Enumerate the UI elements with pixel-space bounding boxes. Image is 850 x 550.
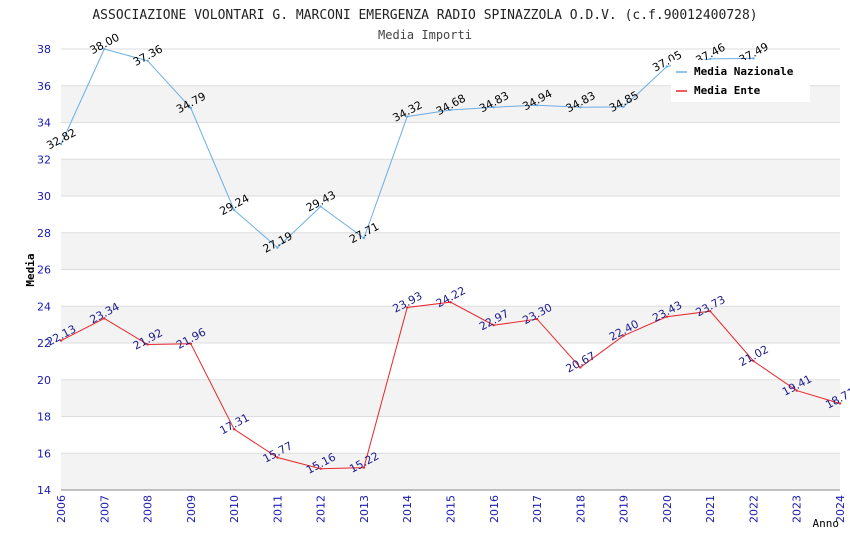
data-point-media-nazionale — [492, 106, 495, 109]
data-point-media-ente — [838, 402, 842, 405]
data-point-media-nazionale — [319, 205, 322, 208]
data-point-media-nazionale — [579, 106, 582, 109]
y-tick-label: 30 — [37, 190, 51, 203]
y-tick-label: 26 — [37, 264, 51, 277]
grid-band — [61, 343, 840, 380]
y-tick-label: 24 — [37, 300, 51, 313]
x-tick-label: 2016 — [488, 495, 501, 523]
data-point-media-ente — [189, 342, 193, 345]
y-tick-label: 20 — [37, 374, 51, 387]
data-point-media-nazionale — [665, 65, 669, 68]
x-tick-label: 2009 — [185, 495, 198, 523]
legend: Media Nazionale Media Ente — [671, 60, 810, 102]
data-point-media-nazionale — [189, 106, 193, 110]
x-tick-label: 2024 — [834, 495, 847, 523]
data-point-media-nazionale — [622, 105, 625, 109]
data-point-media-ente — [795, 389, 798, 392]
chart-title: ASSOCIAZIONE VOLONTARI G. MARCONI EMERGE… — [92, 8, 757, 23]
x-tick-label: 2013 — [358, 495, 371, 523]
data-point-media-ente — [146, 343, 149, 346]
legend-label-media-nazionale: Media Nazionale — [694, 65, 794, 78]
data-point-media-ente — [319, 467, 322, 470]
grid-band — [61, 232, 840, 270]
data-point-media-ente — [579, 366, 582, 369]
x-tick-label: 2022 — [747, 495, 760, 523]
legend-box — [671, 60, 810, 102]
x-tick-label: 2021 — [704, 495, 717, 523]
data-point-media-nazionale — [146, 59, 149, 62]
y-tick-label: 32 — [37, 153, 51, 166]
data-point-media-nazionale — [59, 142, 63, 146]
data-point-media-nazionale — [276, 246, 279, 249]
data-point-media-ente — [752, 359, 755, 363]
y-tick-label: 34 — [37, 117, 51, 130]
y-tick-label: 16 — [37, 447, 51, 460]
y-tick-label: 36 — [37, 80, 51, 93]
x-tick-label: 2023 — [791, 495, 804, 523]
data-point-media-ente — [708, 310, 712, 313]
x-tick-label: 2007 — [98, 495, 111, 523]
data-point-media-ente — [59, 339, 63, 342]
data-point-media-ente — [449, 301, 452, 304]
grid-band — [61, 196, 840, 233]
data-point-media-ente — [622, 334, 625, 337]
grid-bands — [61, 49, 840, 490]
legend-label-media-ente: Media Ente — [694, 84, 761, 97]
x-tick-label: 2019 — [618, 495, 631, 523]
data-point-media-ente — [535, 317, 539, 321]
data-point-media-nazionale — [406, 115, 409, 118]
x-tick-label: 2014 — [401, 495, 414, 523]
data-point-media-ente — [276, 456, 279, 459]
y-tick-label: 14 — [37, 484, 51, 497]
grid-band — [61, 269, 840, 307]
x-axis-label: Anno — [813, 517, 840, 530]
y-tick-label: 18 — [37, 411, 51, 424]
chart-subtitle: Media Importi — [378, 28, 472, 42]
data-point-media-nazionale — [708, 57, 712, 61]
data-point-media-nazionale — [362, 236, 366, 240]
x-tick-label: 2018 — [574, 495, 587, 523]
x-tick-label: 2008 — [142, 495, 155, 523]
data-point-media-ente — [406, 306, 409, 309]
data-point-media-nazionale — [232, 208, 236, 212]
x-tick-label: 2012 — [315, 495, 328, 523]
data-point-media-nazionale — [103, 47, 106, 51]
x-tick-label: 2006 — [55, 495, 68, 523]
data-point-media-ente — [665, 315, 669, 318]
data-point-media-nazionale — [535, 104, 539, 107]
data-point-media-ente — [103, 317, 106, 320]
data-point-media-ente — [492, 323, 495, 327]
y-tick-labels: 14 16 18 20 22 24 26 28 30 32 34 36 38 — [37, 43, 51, 497]
x-tick-labels: 2006 2007 2008 2009 2010 2011 2012 2013 2014 2015… — [55, 495, 847, 523]
y-tick-label: 38 — [37, 43, 51, 56]
data-point-media-ente — [362, 466, 366, 469]
grid-band — [61, 416, 840, 454]
y-tick-label: 28 — [37, 227, 51, 240]
x-tick-label: 2020 — [661, 495, 674, 523]
series-group — [59, 47, 842, 470]
data-point-media-nazionale — [449, 108, 452, 112]
grid-band — [61, 453, 840, 490]
grid-band — [61, 379, 840, 417]
x-tick-label: 2011 — [271, 495, 284, 523]
x-tick-label: 2015 — [445, 495, 458, 523]
x-tick-label: 2010 — [228, 495, 241, 523]
y-tick-label: 22 — [37, 337, 51, 350]
y-axis-label: Media — [24, 253, 37, 286]
data-point-media-ente — [232, 427, 236, 431]
grid-band — [61, 122, 840, 160]
data-point-media-nazionale — [752, 57, 755, 60]
grid-band — [61, 159, 840, 196]
x-tick-label: 2017 — [531, 495, 544, 523]
